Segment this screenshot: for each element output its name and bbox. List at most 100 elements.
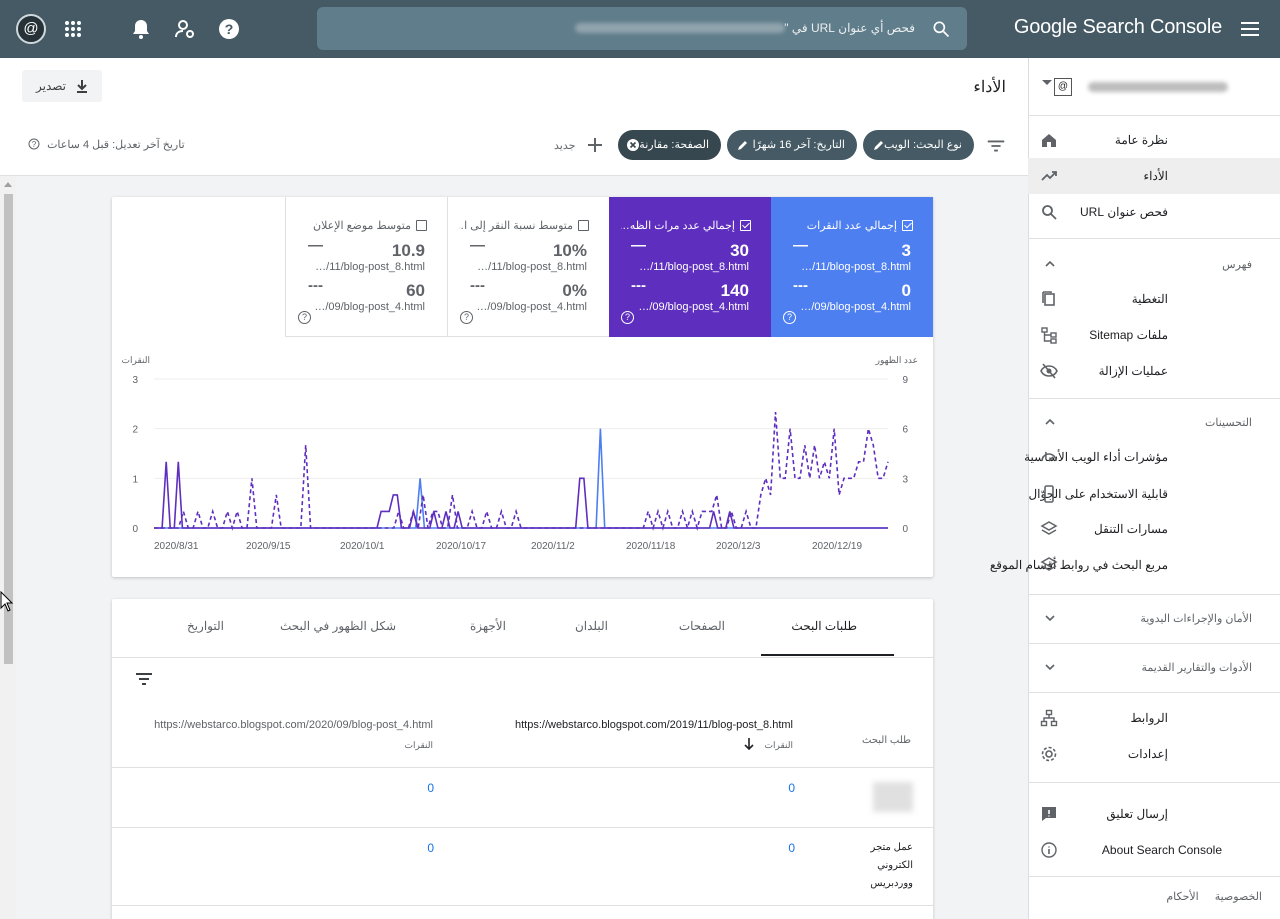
sitemap-icon — [1041, 327, 1057, 344]
menu-icon[interactable] — [1238, 17, 1262, 41]
info-icon — [1041, 842, 1057, 858]
column-query-header[interactable]: طلب البحث — [862, 735, 911, 746]
sidebar-item-performance[interactable]: الأداء — [1028, 158, 1280, 194]
apps-grid-icon[interactable] — [61, 17, 85, 41]
tab-divider — [112, 657, 933, 658]
sidebar-item-breadcrumbs[interactable]: مسارات التنقل — [1028, 511, 1280, 547]
sidebar-item-core-web-vitals[interactable]: مؤشرات أداء الويب الأساسية — [1024, 439, 1280, 475]
filter-icon[interactable] — [985, 135, 1007, 157]
links-icon — [1040, 709, 1058, 727]
metric-card[interactable]: متوسط موضع الإعلان — 10.9 …/11/blog-post_8.… — [285, 197, 447, 337]
metric-value: 60 — [406, 281, 425, 300]
metric-card[interactable]: إجمالي عدد مرات الظه… — 30 …/11/blog-post_8… — [609, 197, 771, 337]
privacy-link[interactable]: الخصوصية — [1214, 891, 1262, 903]
scroll-up-arrow[interactable] — [4, 182, 12, 187]
metric-url: …/11/blog-post_8.html — [639, 261, 749, 273]
sidebar-item-feedback[interactable]: إرسال تعليق — [1028, 796, 1280, 832]
metric-header[interactable]: متوسط نسبة النقر إلى ا… — [459, 219, 589, 232]
export-label: تصدير — [35, 79, 66, 93]
divider — [1028, 643, 1280, 644]
x-tick-label: 2020/11/18 — [626, 541, 676, 552]
chip-search-type[interactable]: نوع البحث: الويب — [863, 130, 974, 160]
checkbox-icon[interactable] — [902, 220, 913, 231]
search-icon[interactable] — [931, 19, 951, 39]
help-icon[interactable]: ? — [460, 311, 473, 324]
metric-header[interactable]: متوسط موضع الإعلان — [297, 219, 427, 232]
app-brand[interactable]: Google Search Console — [1013, 16, 1222, 38]
notifications-icon[interactable] — [129, 17, 153, 41]
scrollbar-thumb[interactable] — [4, 194, 13, 664]
export-button[interactable]: تصدير — [22, 70, 102, 102]
section-title: التحسينات — [1205, 417, 1252, 429]
column-url-2-header[interactable]: https://webstarco.blogspot.com/2020/09/b… — [154, 719, 433, 731]
sidebar-item-label: إرسال تعليق — [1106, 807, 1168, 821]
checkbox-icon[interactable] — [578, 220, 589, 231]
divider — [1028, 692, 1280, 693]
phone-icon — [1044, 485, 1054, 503]
chip-date[interactable]: التاريخ: آخر 16 شهرًا — [727, 130, 857, 160]
sidebar-item-sitemaps[interactable]: ملفات Sitemap — [1028, 317, 1280, 353]
metric-label: متوسط نسبة النقر إلى ا… — [459, 220, 573, 232]
metric-card[interactable]: متوسط نسبة النقر إلى ا… — 10% …/11/blog-pos… — [447, 197, 609, 337]
terms-link[interactable]: الأحكام — [1166, 891, 1199, 903]
sidebar-item-coverage[interactable]: التغطية — [1028, 281, 1280, 317]
page-header: الأداء تصدير — [0, 58, 1028, 116]
section-title: الأمان والإجراءات اليدوية — [1140, 613, 1252, 625]
feedback-icon — [1042, 807, 1056, 821]
table-filter-icon[interactable] — [134, 669, 154, 689]
tab-search-appearance[interactable]: شكل الظهور في البحث — [279, 619, 396, 633]
tab-queries[interactable]: طلبات البحث — [791, 619, 857, 633]
help-icon[interactable]: ? — [217, 17, 241, 41]
sidebar-item-removals[interactable]: عمليات الإزالة — [1028, 353, 1280, 389]
tab-dates[interactable]: التواريخ — [186, 619, 224, 633]
section-index[interactable]: فهرس — [1028, 244, 1280, 284]
series-line-solid: — — [470, 237, 485, 254]
close-circle-icon[interactable] — [626, 138, 640, 152]
metric-header[interactable]: إجمالي عدد مرات الظه… — [621, 219, 751, 232]
help-icon[interactable]: ? — [621, 311, 634, 324]
url-inspect-search[interactable]: فحص أي عنوان URL في " — [317, 7, 967, 50]
tab-pages[interactable]: الصفحات — [678, 619, 725, 633]
sidebar-item-links[interactable]: الروابط — [1028, 700, 1280, 736]
performance-chart[interactable]: النقرات عدد الظهور 3 9 2 6 1 3 0 0 2020/8/31 2020/9… — [112, 347, 933, 557]
sidebar-item-url-inspection[interactable]: فحص عنوان URL — [1028, 194, 1280, 230]
sidebar-item-mobile-usability[interactable]: قابلية الاستخدام على الجوّال — [1028, 476, 1280, 512]
checkbox-icon[interactable] — [416, 220, 427, 231]
table-cell: 0 — [788, 841, 795, 855]
metric-value: 3 — [901, 241, 911, 260]
column-url-1-metric: النقرات — [764, 740, 793, 750]
help-icon[interactable]: ? — [298, 311, 311, 324]
help-icon[interactable]: ? — [783, 311, 796, 324]
sidebar-item-about[interactable]: About Search Console — [1028, 832, 1280, 868]
chevron-up-icon — [1045, 418, 1055, 425]
metric-card[interactable]: إجمالي عدد النقرات — 3 …/11/blog-post_8.htm… — [771, 197, 933, 337]
sidebar-item-label: الروابط — [1130, 711, 1168, 725]
sidebar-item-settings[interactable]: إعدادات — [1028, 736, 1280, 772]
sidebar-item-overview[interactable]: نظرة عامة — [1028, 122, 1280, 158]
sidebar-item-sitelinks-searchbox[interactable]: مربع البحث في روابط أقسام الموقع — [990, 547, 1280, 583]
dropdown-caret-icon — [1042, 80, 1052, 85]
manage-users-icon[interactable] — [173, 17, 197, 41]
section-security[interactable]: الأمان والإجراءات اليدوية — [1028, 598, 1280, 638]
sort-down-icon[interactable] — [743, 737, 755, 751]
section-legacy-tools[interactable]: الأدوات والتقارير القديمة — [1028, 647, 1280, 687]
metric-value: 0% — [562, 281, 587, 300]
section-enhancements[interactable]: التحسينات — [1028, 402, 1280, 442]
tab-countries[interactable]: البلدان — [574, 619, 608, 633]
query-text[interactable]: عمل متجر الكتروني ووردبريس — [870, 842, 913, 889]
active-tab-indicator — [761, 654, 894, 656]
metric-header[interactable]: إجمالي عدد النقرات — [783, 219, 913, 232]
new-label: جديد — [554, 140, 576, 152]
checkbox-icon[interactable] — [740, 220, 751, 231]
chip-page-compare[interactable]: الصفحة: مقارنة — [618, 130, 721, 160]
layers-icon — [1040, 557, 1058, 571]
metric-value: 30 — [730, 241, 749, 260]
divider — [1028, 398, 1280, 399]
column-url-1-header[interactable]: https://webstarco.blogspot.com/2019/11/b… — [514, 719, 793, 731]
account-avatar[interactable]: @ — [16, 14, 46, 44]
property-selector[interactable]: @ — [1028, 58, 1280, 116]
tab-devices[interactable]: الأجهزة — [469, 619, 506, 633]
help-icon[interactable]: ? — [28, 138, 40, 150]
metric-url: …/09/blog-post_4.html — [638, 301, 749, 313]
add-filter-button[interactable]: جديد — [554, 136, 604, 156]
